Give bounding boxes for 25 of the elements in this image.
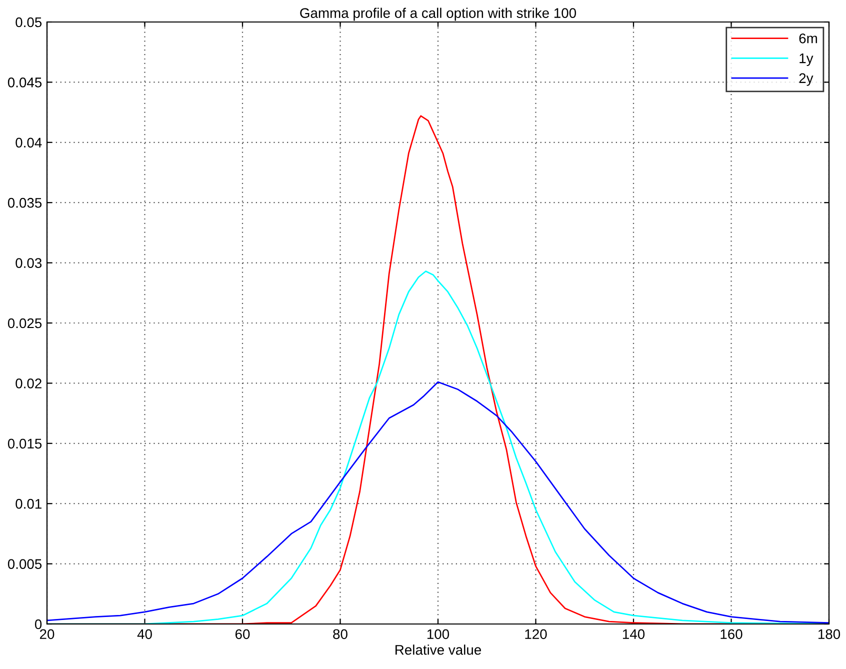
y-tick-label: 0.05 bbox=[16, 17, 42, 28]
x-tick-label: 140 bbox=[622, 629, 645, 640]
x-tick-label: 40 bbox=[137, 629, 152, 640]
legend-label: 6m bbox=[799, 33, 817, 44]
x-tick-label: 20 bbox=[40, 629, 54, 640]
y-tick-label: 0.045 bbox=[8, 78, 42, 88]
legend-label: 1y bbox=[800, 54, 814, 66]
x-tick-label: 60 bbox=[235, 629, 250, 640]
y-tick-label: 0.04 bbox=[16, 138, 42, 148]
x-tick-label: 100 bbox=[427, 629, 450, 640]
y-tick-label: 0.005 bbox=[8, 559, 42, 569]
x-axis-title: Relative value bbox=[396, 644, 482, 655]
y-tick-label: 0.03 bbox=[16, 258, 42, 268]
y-tick-label: 0.035 bbox=[8, 198, 42, 208]
y-tick-label: 0.02 bbox=[16, 378, 42, 388]
x-tick-label: 160 bbox=[720, 629, 742, 640]
y-tick-label: 0.01 bbox=[16, 498, 42, 509]
x-tick-label: 180 bbox=[818, 629, 840, 640]
legend-label: 2y bbox=[799, 73, 814, 86]
chart-title: Gamma profile of a call option with strike 100 bbox=[300, 8, 576, 21]
x-tick-label: 80 bbox=[333, 629, 348, 640]
y-tick-label: 0.015 bbox=[8, 438, 42, 449]
x-tick-label: 120 bbox=[525, 629, 547, 640]
y-tick-label: 0.025 bbox=[8, 318, 42, 328]
y-tick-label: 0 bbox=[34, 619, 42, 630]
